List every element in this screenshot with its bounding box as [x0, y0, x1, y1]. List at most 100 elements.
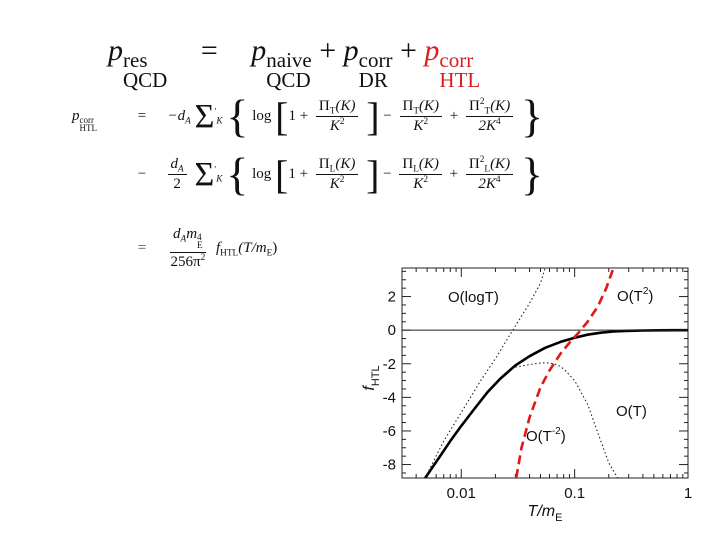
l2-prefactor: dA 2 [167, 156, 187, 194]
term2-p: p [343, 34, 359, 67]
x-tick-label: 0.1 [564, 485, 585, 502]
y-tick-label: 2 [388, 289, 396, 306]
l3-f-sub: HTL [220, 248, 239, 259]
annotation-tm2-text: O(T [526, 428, 552, 445]
term2-sub: DR [358, 68, 388, 93]
l1-f3-den-sup: 4 [496, 117, 501, 128]
l3-prefactor: dAm 4 E 256π2 [168, 226, 209, 271]
l1-prefix: −d [167, 108, 186, 125]
x-axis-label: T/mE [528, 503, 563, 524]
chart-frame [401, 267, 689, 479]
x-tick-labels: 0.01 0.1 1 [447, 485, 692, 502]
l2-frac-2: ΠL(K) K2 [399, 156, 442, 194]
l2-f1-den: K [329, 176, 340, 193]
y-axis-label: fHTL [361, 365, 382, 390]
l2-f2-num-sub: L [413, 164, 419, 175]
l2-f2-den-sup: 2 [423, 175, 428, 186]
l2-f1-num-sub: L [329, 164, 336, 175]
l2-plus: + [449, 166, 459, 183]
l1-f3-num-sup: 2 [479, 97, 485, 108]
l1-frac-3: Π2T(K) 2K4 [466, 97, 514, 136]
l3-f-arg-close: ) [272, 239, 278, 256]
term1-p: p [251, 34, 267, 67]
htl-line-1: p corr HTL = −dA Σ′K { log [1 + ΠT(K) K2 ] … [72, 93, 543, 139]
l3-num-m-sub: E [197, 240, 203, 251]
annotation-tm2-close: ) [561, 428, 566, 445]
l1-sum-prime: ′ [214, 107, 217, 118]
l2-f3-num-sub: L [484, 164, 491, 175]
l1-prefix-sub: A [185, 116, 191, 127]
lhs-sup: res [123, 48, 148, 73]
annotation-t2: O(T2) [617, 286, 653, 305]
l2-frac-1: ΠL(K) K2 [315, 156, 359, 194]
y-axis-label-main: f [361, 385, 378, 391]
l3-f-arg-sub: E [266, 248, 273, 259]
term1-sub: QCD [266, 68, 311, 93]
x-axis-label-main: T/m [528, 503, 556, 520]
l3-num-sub: A [180, 234, 187, 245]
l1-frac-2: ΠT(K) K2 [399, 98, 443, 136]
l2-sign: − [137, 166, 147, 183]
l2-pre-num: d [170, 156, 179, 172]
htl-line-2: − dA 2 Σ′K { log [1 + ΠL(K) K2 ] − ΠL(K) K2… [72, 151, 543, 197]
l1-plus: + [449, 108, 459, 125]
l1-f1-num: Π [318, 98, 330, 114]
annotation-tm2-sup: -2 [552, 426, 561, 437]
l2-sum: Σ [194, 156, 215, 194]
l2-f1-den-sup: 2 [339, 175, 345, 186]
term3-sub: HTL [439, 68, 481, 93]
htl-equals: = [137, 108, 147, 125]
main-equation: p res QCD = p naive QCD + p corr DR + p corr HTL [108, 34, 480, 91]
l2-sum-prime: ′ [214, 165, 217, 176]
l1-f2-num-arg: (K) [419, 98, 440, 114]
l2-f2-den: K [413, 176, 424, 193]
l2-f3-den: 2K [478, 176, 496, 193]
l2-bracket-close: ] [366, 151, 380, 197]
l2-sum-sub: K [216, 174, 223, 185]
l1-f2-num-sub: T [413, 106, 420, 117]
x-axis-label-sub: E [555, 512, 562, 524]
htl-lhs-sup: corr [79, 114, 95, 125]
l2-minus: − [383, 166, 392, 183]
l3-num-m: m [186, 226, 198, 242]
l1-sum-sub: K [216, 116, 223, 127]
l2-one-plus: 1 + [288, 166, 309, 183]
plus-sign-2: + [399, 34, 417, 67]
l1-f3-num-sub: T [484, 106, 491, 117]
l3-f: f [215, 239, 221, 256]
l2-f2-num: Π [402, 156, 414, 172]
l2-f3-num: Π [468, 156, 480, 172]
l2-pre-num-sub: A [178, 164, 184, 175]
l3-den: 256π [170, 253, 201, 270]
annotation-log: O(logT) [448, 289, 499, 306]
l1-bracket-close: ] [366, 93, 380, 139]
l2-bracket-open: [ [275, 151, 289, 197]
l2-f3-num-sup: 2 [479, 155, 485, 166]
l2-log: log [252, 166, 272, 183]
l1-f1-num-sub: T [329, 106, 336, 117]
x-tick-label: 1 [684, 485, 692, 502]
series-line-dashed-red [514, 267, 615, 479]
fhtl-chart: 2 0 -2 -4 -6 -8 0.01 0.1 1 T/mE fHTL O(l… [361, 267, 692, 524]
term1-sup: naive [266, 48, 312, 73]
l2-f1-num-arg: (K) [335, 156, 356, 172]
l1-f1-den: K [329, 118, 340, 135]
x-tick-label: 0.01 [447, 485, 476, 502]
l1-minus: − [383, 108, 392, 125]
lhs-p: p [108, 34, 123, 67]
htl-line-3: = dAm 4 E 256π2 fHTL(T/mE) [72, 226, 278, 271]
y-axis-label-sub: HTL [370, 365, 382, 386]
series-line-dotted-black [424, 267, 546, 479]
l1-f3-num-arg: (K) [490, 98, 511, 114]
l3-num-m-sup: 4 [197, 232, 202, 243]
l2-f3-den-sup: 4 [495, 175, 501, 186]
l1-f1-num-arg: (K) [335, 98, 356, 114]
term3-sup: corr [439, 48, 474, 73]
l2-f2-num-arg: (K) [418, 156, 439, 172]
l1-f1-den-sup: 2 [339, 117, 345, 128]
l1-f2-num: Π [402, 98, 414, 114]
y-tick-label: -8 [383, 457, 396, 474]
l3-den-sup: 2 [200, 252, 206, 263]
l1-log: log [252, 108, 272, 125]
l1-frac-1: ΠT(K) K2 [315, 98, 359, 136]
